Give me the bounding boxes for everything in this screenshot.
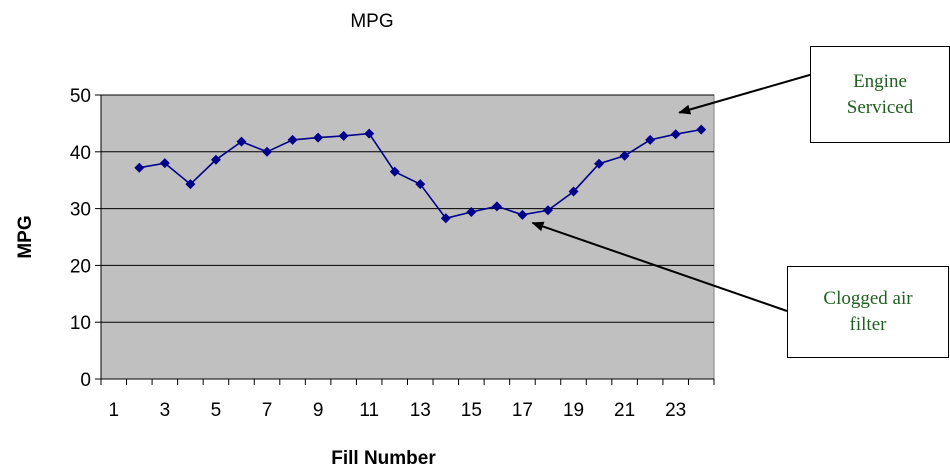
data-point-3 — [159, 158, 170, 169]
data-point-8 — [287, 134, 298, 145]
clogged-air-filter-line-2: filter — [849, 314, 887, 335]
y-tick-label-50: 50 — [70, 86, 91, 107]
x-axis-label: Fill Number — [331, 448, 436, 469]
data-point-16 — [491, 201, 502, 212]
x-tick-label-15: 15 — [461, 400, 482, 421]
data-point-10 — [338, 130, 349, 141]
data-point-23 — [670, 129, 681, 140]
y-tick-label-10: 10 — [70, 313, 91, 334]
data-point-14 — [440, 213, 451, 224]
engine-serviced-line-1: Engine — [853, 70, 907, 92]
data-point-13 — [415, 179, 426, 190]
data-point-6 — [236, 136, 247, 147]
clogged-filter-arrow — [531, 221, 788, 312]
x-tick-label-7: 7 — [262, 400, 273, 421]
data-point-5 — [210, 154, 221, 165]
engine-serviced-callout: Engine Serviced — [810, 46, 950, 143]
data-point-2 — [134, 162, 145, 173]
plot-area — [100, 94, 715, 380]
data-point-20 — [594, 158, 605, 169]
y-axis-label: MPG — [15, 215, 36, 258]
annotation-arrows — [531, 73, 814, 312]
clogged-air-filter-callout: Clogged air filter — [787, 266, 949, 358]
x-tick-label-17: 17 — [512, 400, 533, 421]
engine-serviced-line-2: Serviced — [846, 96, 914, 118]
x-tick-label-13: 13 — [410, 400, 431, 421]
data-point-17 — [517, 209, 528, 220]
data-point-18 — [542, 205, 553, 216]
data-point-21 — [619, 150, 630, 161]
data-point-22 — [645, 134, 656, 145]
x-tick-label-5: 5 — [211, 400, 222, 421]
x-tick-label-3: 3 — [160, 400, 171, 421]
gridlines — [101, 94, 714, 323]
data-point-7 — [262, 146, 273, 157]
data-point-24 — [696, 124, 707, 135]
data-point-11 — [364, 128, 375, 139]
x-tick-label-9: 9 — [313, 400, 324, 421]
y-tick-label-30: 30 — [70, 200, 91, 221]
engine-serviced-arrow — [678, 73, 814, 115]
chart-title: MPG — [350, 11, 393, 32]
y-tick-label-0: 0 — [80, 370, 91, 391]
x-tick-label-11: 11 — [359, 400, 379, 421]
data-point-15 — [466, 207, 477, 218]
clogged-air-filter-line-1: Clogged air — [823, 288, 913, 309]
data-point-4 — [185, 179, 196, 190]
y-tick-label-20: 20 — [70, 256, 91, 277]
x-tick-label-19: 19 — [563, 400, 584, 421]
data-point-19 — [568, 186, 579, 197]
x-tick-label-21: 21 — [614, 400, 635, 421]
x-tick-label-23: 23 — [665, 400, 686, 421]
data-point-9 — [313, 132, 324, 143]
y-tick-label-40: 40 — [70, 143, 91, 164]
x-tick-label-1: 1 — [108, 400, 119, 421]
data-point-12 — [389, 166, 400, 177]
series-layer — [134, 124, 707, 224]
